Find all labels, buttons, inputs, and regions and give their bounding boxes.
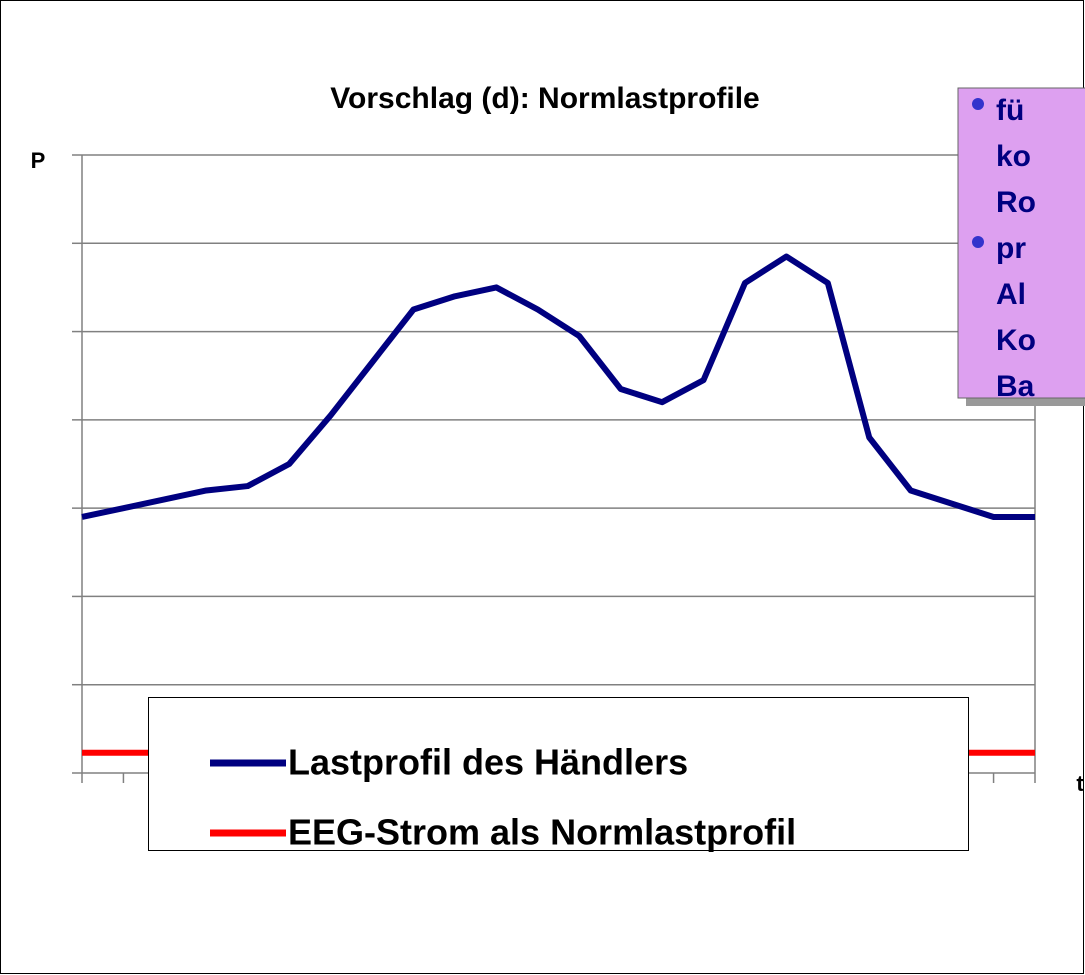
text-box-line: Al	[996, 278, 1026, 311]
y-axis-label: P	[31, 148, 46, 173]
bullet	[972, 98, 984, 110]
series-line	[81, 253, 1035, 520]
legend: Lastprofil des Händlers EEG-Strom als Nor…	[148, 697, 969, 853]
text-box-line: fü	[996, 94, 1024, 127]
chart-title: Vorschlag (d): Normlastprofile	[330, 82, 760, 115]
legend-box	[148, 697, 969, 851]
text-box-line: pr	[996, 232, 1026, 265]
text-box-line: Ro	[996, 186, 1036, 219]
x-axis-label: t	[1076, 771, 1084, 796]
bullet	[972, 236, 984, 248]
text-box-line: Ba	[996, 370, 1035, 403]
text-box: fü ko Ro pr Al Ko Ba	[957, 87, 1085, 406]
legend-label: EEG-Strom als Normlastprofil	[288, 812, 796, 853]
text-box-line: ko	[996, 140, 1031, 173]
text-box-line: Ko	[996, 324, 1036, 357]
legend-label: Lastprofil des Händlers	[288, 742, 688, 783]
